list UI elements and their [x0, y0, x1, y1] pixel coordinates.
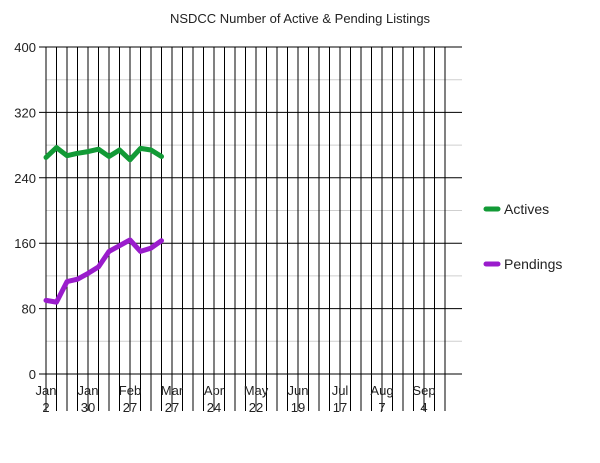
x-tick-label-day: 2	[42, 400, 49, 415]
x-tick-label-month: Apr	[204, 383, 225, 398]
x-tick-label-day: 19	[291, 400, 305, 415]
x-tick-label-month: Mar	[161, 383, 184, 398]
x-tick-label-month: May	[244, 383, 269, 398]
x-tick-label-month: Aug	[370, 383, 393, 398]
y-tick-label: 80	[22, 302, 36, 317]
y-tick-label: 320	[14, 105, 36, 120]
y-tick-label: 400	[14, 40, 36, 55]
legend-label-actives: Actives	[504, 201, 549, 217]
x-tick-label-month: Jan	[78, 383, 99, 398]
x-tick-label-day: 27	[165, 400, 179, 415]
y-tick-label: 0	[29, 367, 36, 382]
axes: 0 80 160 240 320 400 Jan 2 Jan 30 Feb 27 Mar 27 Apr 24 M…	[14, 40, 435, 415]
series-group	[43, 145, 164, 305]
series-line-pendings	[43, 237, 164, 305]
x-tick-label-month: Jan	[36, 383, 57, 398]
x-tick-label-month: Jun	[288, 383, 309, 398]
grid	[39, 46, 462, 411]
series-line-actives	[43, 145, 164, 163]
x-tick-label-day: 30	[81, 400, 95, 415]
x-tick-label-month: Jul	[332, 383, 349, 398]
x-tick-label-month: Sep	[412, 383, 435, 398]
x-tick-label-day: 7	[378, 400, 385, 415]
x-tick-label-day: 24	[207, 400, 221, 415]
x-tick-label-day: 22	[249, 400, 263, 415]
y-tick-label: 160	[14, 236, 36, 251]
legend: Actives Pendings	[483, 201, 562, 272]
y-tick-label: 240	[14, 171, 36, 186]
chart-title: NSDCC Number of Active & Pending Listing…	[170, 11, 431, 26]
x-tick-label-day: 17	[333, 400, 347, 415]
x-tick-label-day: 27	[123, 400, 137, 415]
x-tick-label-day: 4	[420, 400, 427, 415]
legend-label-pendings: Pendings	[504, 256, 562, 272]
x-tick-label-month: Feb	[119, 383, 141, 398]
